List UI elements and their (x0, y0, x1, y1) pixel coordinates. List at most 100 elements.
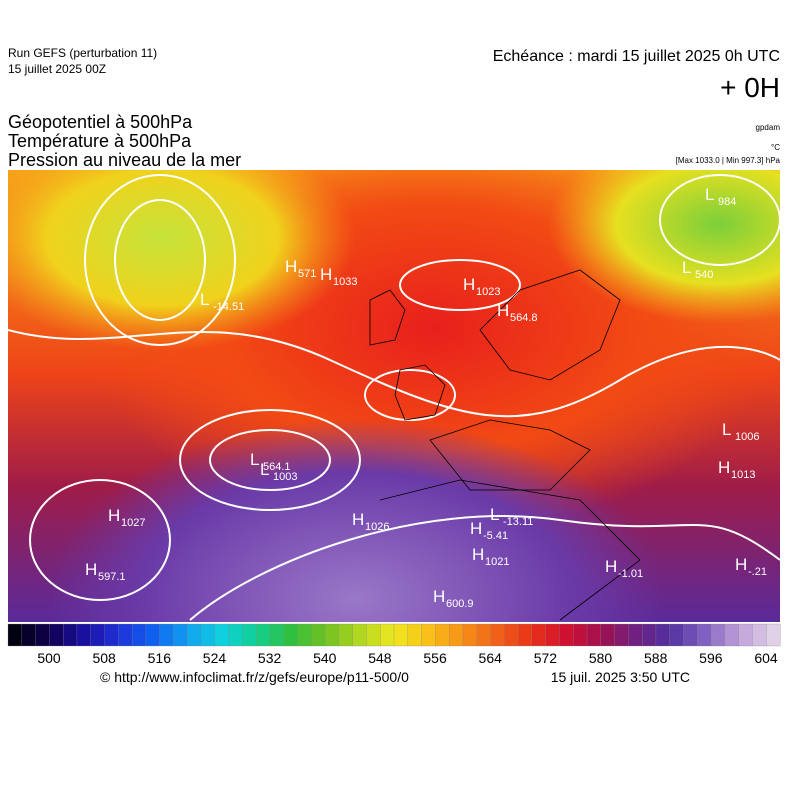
run-date: 15 juillet 2025 00Z (8, 62, 106, 76)
generated: 15 juil. 2025 3:50 UTC (551, 669, 690, 685)
color-swatch (173, 623, 188, 647)
pressure-symbol: H (497, 301, 509, 320)
color-swatch (766, 623, 781, 647)
color-swatch (697, 623, 712, 647)
color-swatch (352, 623, 367, 647)
map (8, 170, 780, 622)
colorbar-label: 524 (203, 650, 227, 666)
color-swatch (7, 623, 23, 647)
center-value: 1006 (735, 431, 759, 443)
color-swatch (504, 623, 519, 647)
unit: gpdam (756, 123, 781, 132)
color-swatch (242, 623, 257, 647)
color-swatch (600, 623, 616, 647)
center-value: 600.9 (446, 598, 474, 610)
color-swatch (669, 623, 684, 647)
unit: °C (771, 143, 780, 152)
color-swatch (62, 623, 78, 647)
colorbar: 500 508 516 524 532 540 548 556 564 572 580 588 596 6… (7, 623, 781, 666)
color-swatch (462, 623, 478, 647)
pressure-symbol: L (705, 185, 714, 204)
title: Température à 500hPa (8, 131, 192, 151)
color-swatch (118, 623, 133, 647)
color-swatch (655, 623, 671, 647)
color-swatch (435, 623, 450, 647)
pressure-symbol: L (490, 505, 499, 524)
pressure-symbol: H (85, 560, 97, 579)
pressure-symbol: H (735, 555, 747, 574)
center-value: 571 (298, 268, 316, 280)
color-swatch (283, 623, 298, 647)
center-value: 1021 (485, 556, 509, 568)
color-swatch (393, 623, 409, 647)
color-swatch (586, 623, 602, 647)
color-swatch (269, 623, 285, 647)
colorbar-label: 580 (589, 650, 613, 666)
color-swatch (187, 623, 202, 647)
color-swatch (421, 623, 436, 647)
pressure-symbol: H (320, 265, 332, 284)
pressure-symbol: H (352, 510, 364, 529)
pressure-symbol: L (722, 420, 731, 439)
title: Pression au niveau de la mer (8, 150, 241, 170)
color-swatch (628, 623, 643, 647)
run: Run GEFS (perturbation 11) (8, 46, 157, 60)
center-value: 1027 (121, 517, 145, 529)
center-value: 984 (718, 196, 736, 208)
color-swatch (131, 623, 147, 647)
colorbar-label: 596 (699, 650, 723, 666)
pressure-symbol: H (433, 587, 445, 606)
colorbar-label: 604 (754, 650, 778, 666)
color-swatch (573, 623, 588, 647)
center-value: 564.1 (263, 461, 291, 473)
echeance: Echéance : mardi 15 juillet 2025 0h UTC (493, 48, 780, 65)
center-value: 1026 (365, 521, 389, 533)
color-swatch (490, 623, 505, 647)
colorbar-label: 548 (368, 650, 392, 666)
source: © http://www.infoclimat.fr/z/gefs/europe… (100, 669, 409, 685)
color-swatch (476, 623, 491, 647)
color-swatch (366, 623, 381, 647)
title: Géopotentiel à 500hPa (8, 112, 193, 132)
center-value: -5.41 (483, 530, 508, 542)
color-swatch (90, 623, 105, 647)
pressure-symbol: L (260, 460, 269, 479)
color-swatch (228, 623, 243, 647)
pressure-symbol: H (463, 275, 475, 294)
color-swatch (738, 623, 753, 647)
offset: + 0H (720, 72, 780, 103)
center-value: 1023 (476, 286, 500, 298)
colorbar-label: 516 (148, 650, 172, 666)
center-value: 597.1 (98, 571, 126, 583)
colorbar-label: 508 (92, 650, 116, 666)
color-swatch (200, 623, 216, 647)
color-swatch (76, 623, 92, 647)
color-swatch (311, 623, 326, 647)
center-value: -1.01 (618, 568, 643, 580)
pressure-symbol: H (470, 519, 482, 538)
color-swatch (641, 623, 657, 647)
colorbar-label: 540 (313, 650, 337, 666)
pressure-symbol: H (718, 458, 730, 477)
center-value: 564.8 (510, 312, 538, 324)
color-swatch (35, 623, 50, 647)
color-swatch (104, 623, 119, 647)
colorbar-label: 500 (37, 650, 61, 666)
pressure-symbol: L (682, 258, 691, 277)
pressure-symbol: L (200, 290, 209, 309)
pressure-symbol: H (108, 506, 120, 525)
color-swatch (710, 623, 726, 647)
unit: [Max 1033.0 | Min 997.3] hPa (676, 156, 781, 165)
color-swatch (21, 623, 37, 647)
color-swatch (159, 623, 174, 647)
color-swatch (752, 623, 767, 647)
color-swatch (531, 623, 547, 647)
color-swatch (407, 623, 423, 647)
color-swatch (683, 623, 698, 647)
color-swatch (545, 623, 560, 647)
center-value: -14.51 (213, 301, 244, 313)
color-swatch (724, 623, 740, 647)
color-swatch (214, 623, 230, 647)
